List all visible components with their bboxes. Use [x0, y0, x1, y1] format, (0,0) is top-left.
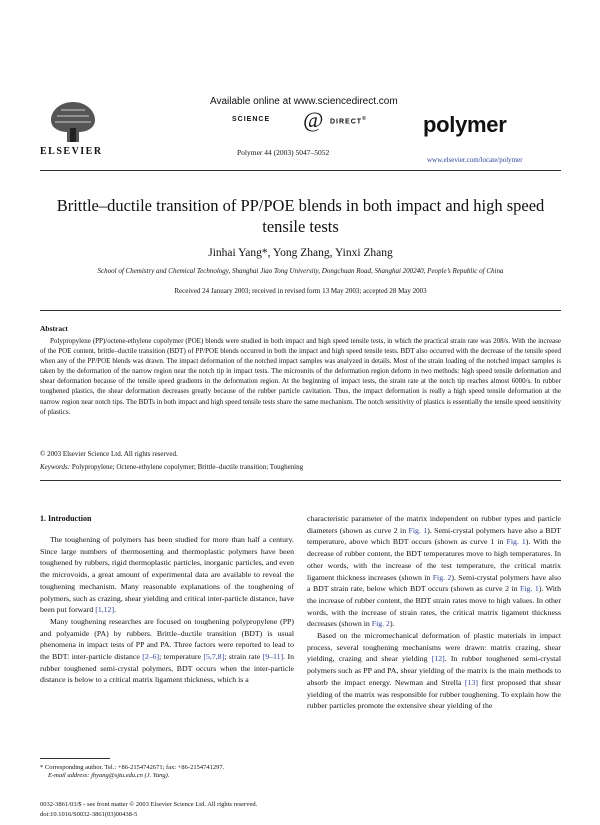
abstract-body: Polypropylene (PP)/octene-ethylene copol…: [40, 337, 561, 416]
figure-link[interactable]: Fig. 2: [432, 572, 452, 582]
keywords: Keywords: Polypropylene; Octene-ethylene…: [40, 463, 303, 471]
citation-link[interactable]: [5,7,8]: [203, 652, 225, 662]
sciencedirect-logo-right-text: DIRECT: [330, 118, 363, 126]
body-column-right: characteristic parameter of the matrix i…: [307, 513, 561, 712]
sciencedirect-logo-left: SCIENCE: [232, 116, 271, 123]
intro-paragraph-2: Many toughening researches are focused o…: [40, 616, 295, 685]
citation-link[interactable]: [13]: [464, 677, 478, 687]
abstract-bottom-rule: [40, 480, 561, 481]
issn-line: 0032-3861/03/$ - see front matter © 2003…: [40, 801, 258, 808]
body-column-left: The toughening of polymers has been stud…: [40, 534, 294, 686]
header-rule: [40, 170, 561, 171]
article-authors: Jinhai Yang*, Yong Zhang, Yinxi Zhang: [208, 247, 393, 259]
trademark-symbol: ®: [362, 116, 367, 122]
abstract-top-rule: [40, 310, 561, 311]
author-affiliation: School of Chemistry and Chemical Technol…: [97, 267, 504, 275]
publisher-wordmark: ELSEVIER: [40, 146, 103, 157]
sciencedirect-at-icon: @: [303, 108, 323, 132]
figure-link[interactable]: Fig. 2: [371, 619, 390, 629]
journal-name: polymer: [423, 112, 507, 137]
footnote-rule: [40, 758, 110, 759]
citation-link[interactable]: [1,12]: [95, 605, 115, 615]
intro-paragraph-4: Based on the micromechanical deformation…: [307, 631, 561, 711]
available-online-text: Available online at www.sciencedirect.co…: [210, 96, 398, 107]
journal-citation: Polymer 44 (2003) 5047–5052: [237, 148, 330, 157]
figure-link[interactable]: Fig. 1: [408, 525, 428, 535]
abstract-copyright: © 2003 Elsevier Science Ltd. All rights …: [40, 450, 178, 458]
received-dates: Received 24 January 2003; received in re…: [174, 287, 427, 295]
figure-link[interactable]: Fig. 1: [506, 537, 526, 547]
figure-link[interactable]: Fig. 1: [520, 584, 539, 594]
intro-paragraph-1: The toughening of polymers has been stud…: [40, 535, 294, 615]
keywords-list: Polypropylene; Octene-ethylene copolymer…: [70, 463, 304, 471]
corresponding-author-footnote: * Corresponding author. Tel.: +86-215474…: [40, 764, 225, 771]
keywords-label: Keywords:: [40, 463, 71, 471]
elsevier-tree-logo: [43, 98, 103, 146]
journal-url-link[interactable]: www.elsevier.com/locate/polymer: [427, 156, 523, 164]
citation-link[interactable]: [12]: [431, 654, 445, 664]
email-footnote: E-mail address: jhyang@sjtu.edu.cn (J. Y…: [48, 772, 170, 779]
citation-link[interactable]: [9–11]: [262, 652, 284, 662]
sciencedirect-logo-right: DIRECT®: [330, 116, 367, 125]
doi-line: doi:10.1016/S0032-3861(03)00438-5: [40, 811, 138, 818]
abstract-heading: Abstract: [40, 324, 68, 333]
article-title: Brittle–ductile transition of PP/POE ble…: [56, 196, 545, 236]
citation-link[interactable]: [2–6]: [142, 652, 160, 662]
section-heading-introduction: 1. Introduction: [40, 514, 92, 523]
sciencedirect-at-symbol: @: [303, 108, 323, 132]
intro-paragraph-3: characteristic parameter of the matrix i…: [307, 514, 562, 629]
